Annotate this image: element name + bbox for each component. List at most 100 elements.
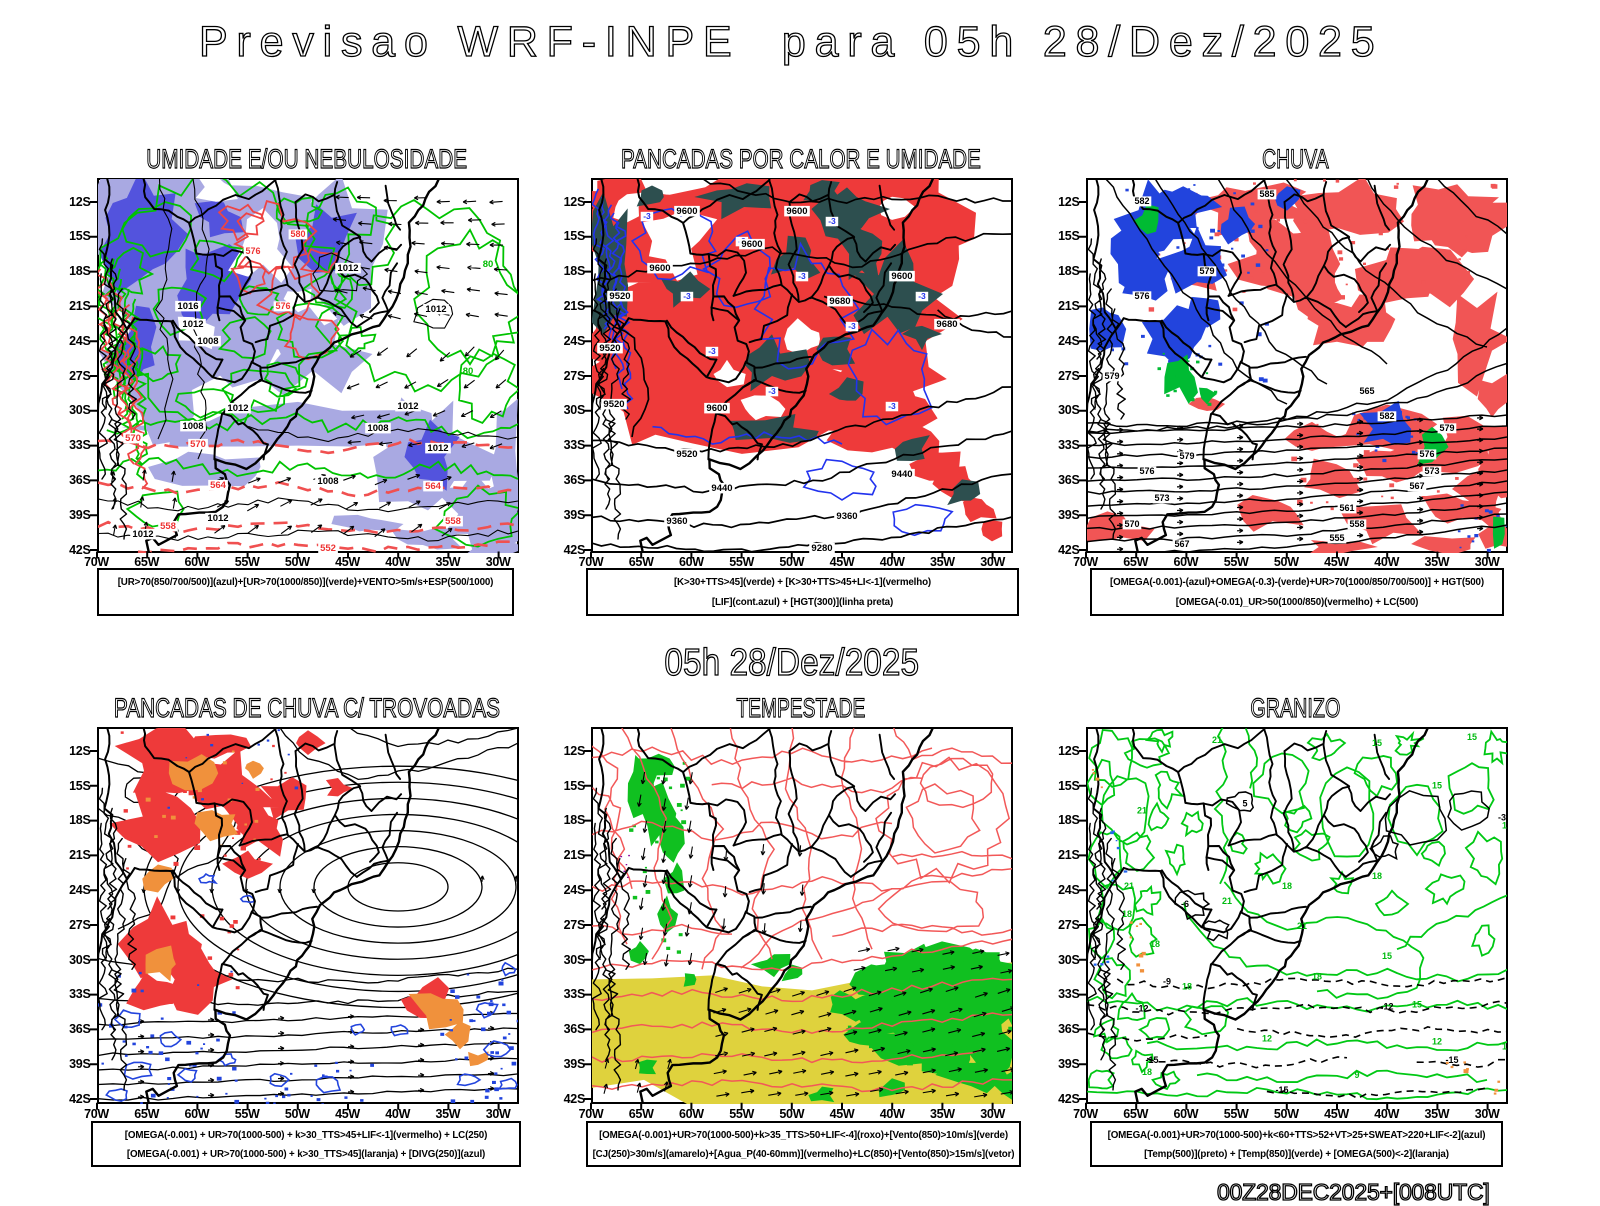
svg-text:21: 21	[1136, 805, 1146, 815]
svg-text:1012: 1012	[132, 529, 153, 540]
svg-text:1012: 1012	[425, 304, 446, 315]
svg-text:1008: 1008	[197, 336, 218, 347]
svg-text:582: 582	[1134, 196, 1149, 206]
svg-text:564: 564	[210, 480, 227, 491]
svg-text:576: 576	[245, 246, 260, 256]
svg-text:80: 80	[462, 366, 473, 377]
svg-text:18: 18	[1121, 909, 1131, 919]
svg-text:558: 558	[445, 516, 461, 527]
svg-text:9600: 9600	[786, 206, 807, 217]
svg-text:582: 582	[1379, 411, 1394, 421]
svg-text:12: 12	[1431, 1036, 1441, 1046]
svg-text:21: 21	[1211, 735, 1221, 745]
svg-text:567: 567	[1409, 481, 1424, 491]
svg-text:9440: 9440	[891, 469, 912, 480]
svg-text:9680: 9680	[936, 319, 957, 330]
svg-text:558: 558	[160, 521, 176, 532]
svg-text:579: 579	[1199, 266, 1214, 276]
svg-text:15: 15	[1431, 780, 1441, 790]
svg-text:18: 18	[1371, 870, 1381, 880]
svg-text:9360: 9360	[666, 516, 687, 527]
svg-text:18: 18	[1181, 981, 1191, 991]
svg-text:9520: 9520	[599, 343, 620, 354]
svg-text:585: 585	[1259, 189, 1274, 199]
svg-text:-12: -12	[1135, 1003, 1148, 1013]
svg-text:570: 570	[125, 433, 141, 444]
svg-text:1012: 1012	[227, 403, 248, 414]
svg-text:-3: -3	[848, 321, 856, 331]
svg-text:1012: 1012	[397, 401, 418, 412]
svg-text:576: 576	[1139, 466, 1154, 476]
svg-text:-3: -3	[888, 401, 896, 411]
svg-text:9520: 9520	[609, 291, 630, 302]
svg-text:9520: 9520	[676, 449, 697, 460]
svg-text:12: 12	[1261, 1033, 1271, 1043]
svg-text:-3: -3	[918, 291, 926, 301]
svg-text:552: 552	[320, 543, 336, 553]
svg-text:580: 580	[290, 229, 305, 239]
svg-text:9280: 9280	[811, 543, 832, 553]
svg-text:21: 21	[1296, 921, 1306, 931]
svg-text:1008: 1008	[182, 421, 203, 432]
svg-text:-3: -3	[768, 386, 776, 396]
svg-text:18: 18	[1281, 881, 1291, 891]
svg-text:561: 561	[1339, 503, 1354, 513]
svg-text:18: 18	[1311, 971, 1321, 981]
svg-text:9600: 9600	[676, 206, 697, 217]
svg-text:576: 576	[1134, 291, 1149, 301]
svg-text:1016: 1016	[177, 301, 198, 312]
svg-text:-3: -3	[1497, 812, 1505, 822]
svg-text:1012: 1012	[427, 443, 448, 454]
svg-text:9600: 9600	[891, 271, 912, 282]
svg-text:-6: -6	[1180, 899, 1188, 909]
svg-text:558: 558	[1349, 519, 1364, 529]
svg-text:15: 15	[1381, 951, 1391, 961]
svg-text:564: 564	[425, 481, 442, 492]
svg-text:15: 15	[1411, 999, 1421, 1009]
svg-text:18: 18	[1141, 1067, 1151, 1077]
svg-text:579: 579	[1439, 423, 1454, 433]
svg-text:5: 5	[1242, 798, 1247, 808]
svg-text:-3: -3	[798, 271, 806, 281]
svg-text:1008: 1008	[317, 476, 338, 487]
svg-text:18: 18	[1149, 939, 1159, 949]
svg-text:9600: 9600	[706, 403, 727, 414]
svg-text:576: 576	[275, 301, 290, 311]
svg-text:579: 579	[1179, 451, 1194, 461]
svg-text:1012: 1012	[207, 513, 228, 524]
svg-text:-3: -3	[683, 291, 691, 301]
svg-text:-9: -9	[1162, 976, 1170, 986]
svg-text:565: 565	[1359, 386, 1374, 396]
svg-text:-15: -15	[1145, 1054, 1158, 1064]
svg-text:579: 579	[1104, 371, 1119, 381]
svg-text:-15: -15	[1275, 1085, 1288, 1095]
svg-text:-3: -3	[643, 211, 651, 221]
svg-text:9600: 9600	[649, 263, 670, 274]
svg-text:-12: -12	[1380, 1001, 1393, 1011]
svg-text:570: 570	[1124, 519, 1139, 529]
svg-text:9360: 9360	[836, 511, 857, 522]
svg-text:1012: 1012	[337, 263, 358, 274]
svg-text:80: 80	[482, 259, 493, 270]
svg-text:9: 9	[1354, 1070, 1359, 1080]
svg-text:15: 15	[1466, 732, 1476, 742]
svg-text:1012: 1012	[182, 319, 203, 330]
svg-text:21: 21	[1221, 896, 1231, 906]
svg-text:567: 567	[1174, 539, 1189, 549]
svg-text:15: 15	[1501, 820, 1506, 830]
svg-text:573: 573	[1424, 466, 1439, 476]
svg-text:15: 15	[1371, 738, 1381, 748]
svg-text:9440: 9440	[711, 483, 732, 494]
svg-text:1008: 1008	[367, 423, 388, 434]
svg-text:21: 21	[1123, 881, 1133, 891]
svg-text:9600: 9600	[741, 239, 762, 250]
svg-text:570: 570	[190, 439, 206, 450]
svg-text:9520: 9520	[603, 399, 624, 410]
svg-text:576: 576	[1419, 449, 1434, 459]
svg-text:-15: -15	[1445, 1054, 1458, 1064]
svg-text:555: 555	[1329, 533, 1344, 543]
svg-text:-3: -3	[708, 346, 716, 356]
svg-text:573: 573	[1154, 493, 1169, 503]
svg-text:9680: 9680	[829, 296, 850, 307]
svg-text:12: 12	[1501, 1041, 1506, 1051]
